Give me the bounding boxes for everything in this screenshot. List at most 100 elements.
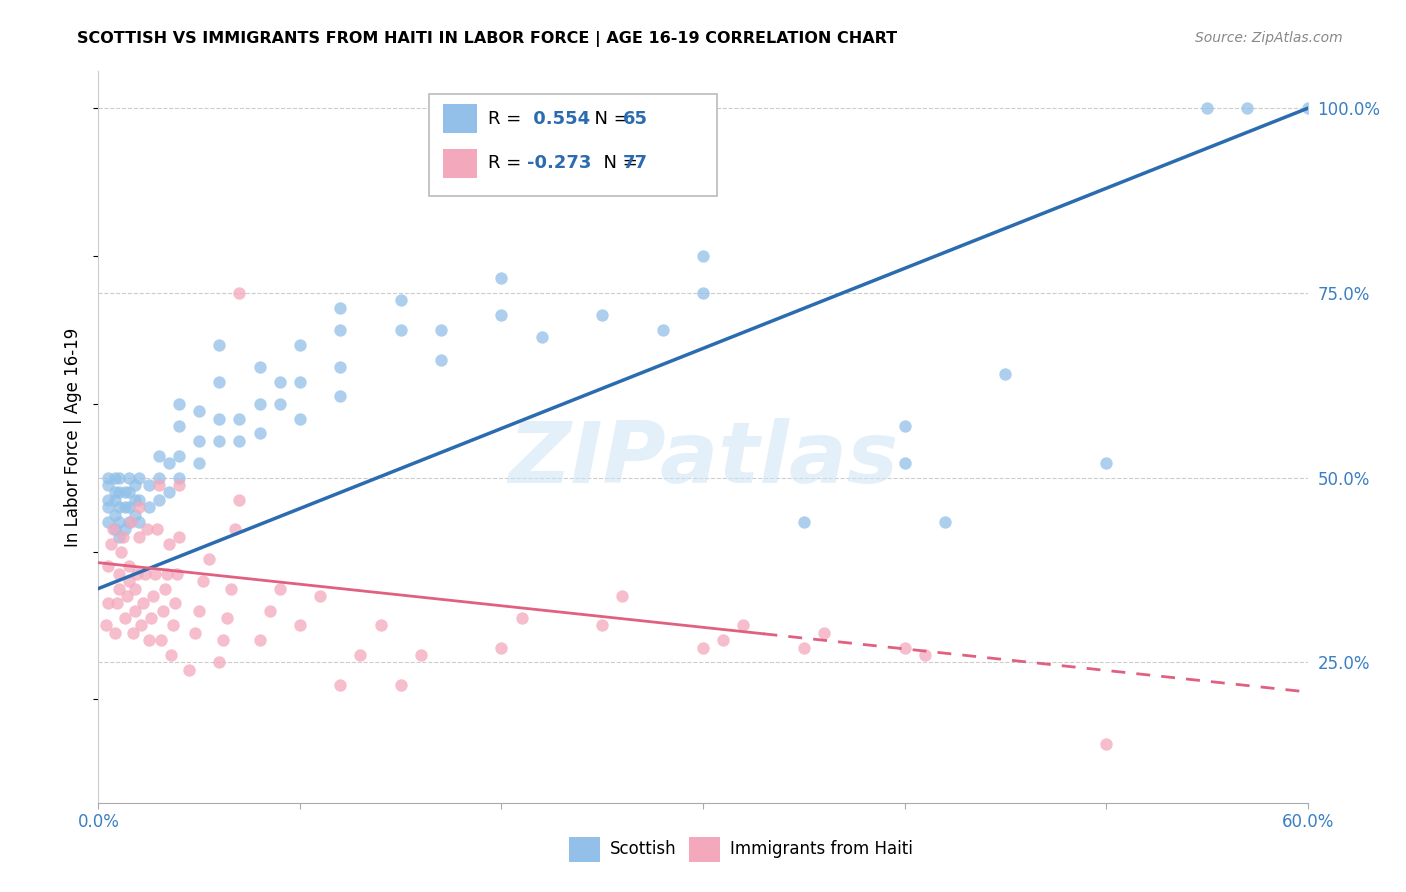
Point	[152, 604, 174, 618]
Point	[1095, 456, 1118, 470]
Point	[389, 677, 412, 691]
Point	[118, 471, 141, 485]
Point	[430, 352, 453, 367]
Point	[249, 359, 271, 374]
Point	[157, 537, 180, 551]
Point	[107, 530, 129, 544]
Point	[188, 456, 211, 470]
Point	[138, 500, 160, 515]
Point	[134, 566, 156, 581]
Point	[208, 411, 231, 425]
Point	[167, 397, 190, 411]
Point	[97, 471, 120, 485]
Point	[97, 515, 120, 529]
Point	[124, 508, 146, 522]
Point	[96, 618, 118, 632]
Point	[100, 537, 122, 551]
Point	[139, 611, 162, 625]
Point	[128, 530, 150, 544]
Point	[793, 640, 815, 655]
Point	[124, 492, 146, 507]
Point	[269, 375, 291, 389]
Point	[166, 566, 188, 581]
Point	[107, 515, 129, 529]
Point	[124, 604, 146, 618]
Point	[97, 596, 120, 610]
Text: N =: N =	[592, 154, 644, 172]
Point	[167, 419, 190, 434]
Point	[148, 478, 170, 492]
Point	[162, 618, 184, 632]
Point	[491, 640, 513, 655]
Point	[212, 633, 235, 648]
Point	[813, 625, 835, 640]
Point	[114, 485, 136, 500]
Point	[157, 456, 180, 470]
Point	[217, 611, 239, 625]
Point	[893, 640, 915, 655]
Point	[1095, 737, 1118, 751]
Point	[249, 426, 271, 441]
Point	[128, 492, 150, 507]
Point	[124, 582, 146, 596]
Point	[288, 337, 311, 351]
Text: N =: N =	[583, 110, 636, 128]
Point	[370, 618, 392, 632]
Point	[329, 301, 352, 315]
Point	[107, 582, 129, 596]
Point	[188, 434, 211, 448]
Point	[530, 330, 553, 344]
Text: R =: R =	[488, 154, 527, 172]
Y-axis label: In Labor Force | Age 16-19: In Labor Force | Age 16-19	[65, 327, 83, 547]
Point	[249, 397, 271, 411]
Point	[97, 492, 120, 507]
Point	[156, 566, 179, 581]
Point	[114, 611, 136, 625]
Point	[651, 323, 673, 337]
Point	[309, 589, 332, 603]
Point	[228, 285, 250, 300]
Point	[1236, 101, 1258, 115]
Point	[121, 625, 143, 640]
Point	[893, 419, 915, 434]
Point	[208, 656, 231, 670]
Point	[103, 523, 125, 537]
Point	[97, 500, 120, 515]
Point	[114, 523, 136, 537]
Text: -0.273: -0.273	[527, 154, 592, 172]
Point	[329, 359, 352, 374]
Text: Scottish: Scottish	[610, 840, 676, 858]
Point	[142, 589, 165, 603]
Point	[143, 566, 166, 581]
Point	[110, 544, 132, 558]
Point	[103, 485, 125, 500]
Point	[167, 530, 190, 544]
Text: 65: 65	[623, 110, 648, 128]
Point	[193, 574, 215, 589]
Point	[259, 604, 281, 618]
Point	[107, 485, 129, 500]
Point	[793, 515, 815, 529]
Point	[994, 368, 1017, 382]
Point	[184, 625, 207, 640]
Point	[167, 449, 190, 463]
Point	[179, 663, 201, 677]
Point	[118, 500, 141, 515]
Point	[160, 648, 183, 662]
Point	[221, 582, 243, 596]
Point	[269, 397, 291, 411]
Point	[188, 604, 211, 618]
Point	[107, 500, 129, 515]
Point	[118, 559, 141, 574]
Point	[101, 523, 124, 537]
Point	[269, 582, 291, 596]
Point	[733, 618, 755, 632]
Point	[138, 478, 160, 492]
Point	[135, 523, 157, 537]
Point	[224, 523, 246, 537]
Text: ZIPatlas: ZIPatlas	[508, 417, 898, 500]
Point	[114, 500, 136, 515]
Text: 0.554: 0.554	[527, 110, 591, 128]
Point	[208, 375, 231, 389]
Point	[349, 648, 371, 662]
